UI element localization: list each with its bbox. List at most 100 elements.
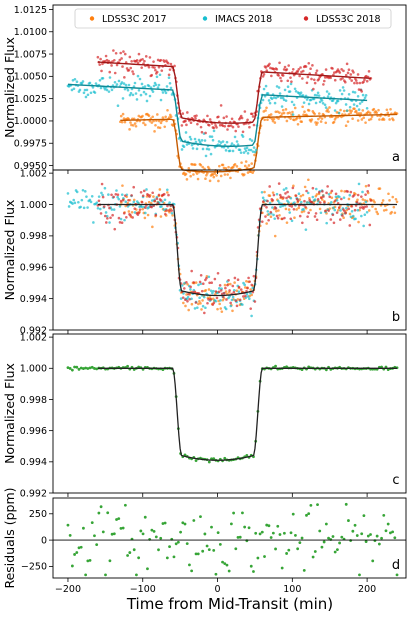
data-point xyxy=(301,77,304,80)
data-point xyxy=(79,366,83,370)
data-point xyxy=(140,200,144,204)
data-point xyxy=(242,151,246,154)
data-point xyxy=(284,207,288,211)
data-point xyxy=(391,195,395,199)
y-tick-label: 1.002 xyxy=(20,332,47,343)
data-point xyxy=(142,189,146,193)
data-point xyxy=(144,211,147,215)
data-point xyxy=(216,271,220,275)
data-point xyxy=(110,532,114,536)
data-point xyxy=(108,221,111,224)
data-point xyxy=(204,154,208,158)
data-point xyxy=(321,101,325,105)
data-point xyxy=(151,225,154,229)
data-point xyxy=(219,299,222,302)
data-point xyxy=(296,122,300,126)
data-point xyxy=(207,288,211,291)
data-point xyxy=(213,172,217,175)
data-point xyxy=(249,307,252,310)
data-point xyxy=(342,216,345,219)
data-point xyxy=(204,131,207,135)
data-point xyxy=(151,90,155,93)
data-point xyxy=(312,78,316,82)
data-point xyxy=(299,194,303,198)
data-point xyxy=(262,200,265,203)
data-point xyxy=(153,130,156,133)
data-point xyxy=(93,534,96,538)
data-point xyxy=(201,282,205,286)
data-point xyxy=(126,364,129,368)
data-point xyxy=(369,533,372,536)
data-point xyxy=(247,526,251,530)
data-point xyxy=(164,212,167,216)
data-point xyxy=(376,212,380,216)
data-point xyxy=(96,206,100,210)
data-point xyxy=(118,205,122,208)
data-point xyxy=(118,221,122,224)
data-point xyxy=(212,457,216,460)
data-point xyxy=(239,288,243,291)
data-point xyxy=(333,199,337,203)
data-point xyxy=(121,65,124,68)
data-point xyxy=(387,192,390,196)
data-point xyxy=(273,234,277,238)
data-point xyxy=(232,289,236,292)
data-point xyxy=(212,301,216,305)
data-point xyxy=(85,195,88,198)
data-point xyxy=(392,205,396,209)
data-point xyxy=(267,212,271,216)
data-point xyxy=(119,217,123,221)
data-point xyxy=(231,125,235,129)
data-point xyxy=(209,289,213,293)
data-point xyxy=(336,99,340,103)
data-point xyxy=(265,523,269,527)
y-axis-label: Residuals (ppm) xyxy=(2,487,17,588)
data-point xyxy=(266,210,270,213)
data-point xyxy=(104,211,108,214)
data-point xyxy=(198,299,201,303)
data-point xyxy=(189,121,193,124)
data-point xyxy=(198,296,201,300)
data-point xyxy=(99,86,103,90)
data-point xyxy=(275,209,278,213)
data-point xyxy=(324,121,328,125)
data-point xyxy=(382,118,386,121)
data-point xyxy=(358,81,362,85)
data-point xyxy=(268,101,272,105)
data-point xyxy=(313,215,317,218)
data-point xyxy=(166,204,169,208)
data-point xyxy=(165,209,168,212)
data-point xyxy=(296,199,300,203)
data-point xyxy=(79,205,82,209)
data-point xyxy=(235,289,239,293)
data-point xyxy=(232,291,236,294)
data-point xyxy=(360,90,364,93)
data-point xyxy=(277,74,280,77)
data-point xyxy=(231,149,235,153)
legend-label: LDSS3C 2017 xyxy=(102,14,167,25)
data-point xyxy=(138,77,142,81)
data-point xyxy=(102,205,106,208)
data-point xyxy=(154,213,158,217)
data-point xyxy=(315,69,319,72)
data-point xyxy=(202,295,206,299)
data-point xyxy=(98,78,102,82)
data-point xyxy=(285,196,288,200)
data-point xyxy=(144,206,147,209)
data-point xyxy=(226,173,229,176)
data-point xyxy=(244,149,248,153)
data-point xyxy=(395,573,399,577)
data-point xyxy=(104,54,108,58)
data-point xyxy=(199,302,202,305)
data-point xyxy=(217,140,221,143)
data-point xyxy=(169,62,173,66)
data-point xyxy=(363,213,367,217)
data-point xyxy=(221,560,224,564)
data-point xyxy=(139,529,143,533)
data-point xyxy=(250,162,254,165)
data-point xyxy=(270,74,273,78)
data-point xyxy=(248,280,251,283)
data-point xyxy=(184,298,187,302)
data-point xyxy=(306,191,310,195)
data-point xyxy=(340,535,344,539)
